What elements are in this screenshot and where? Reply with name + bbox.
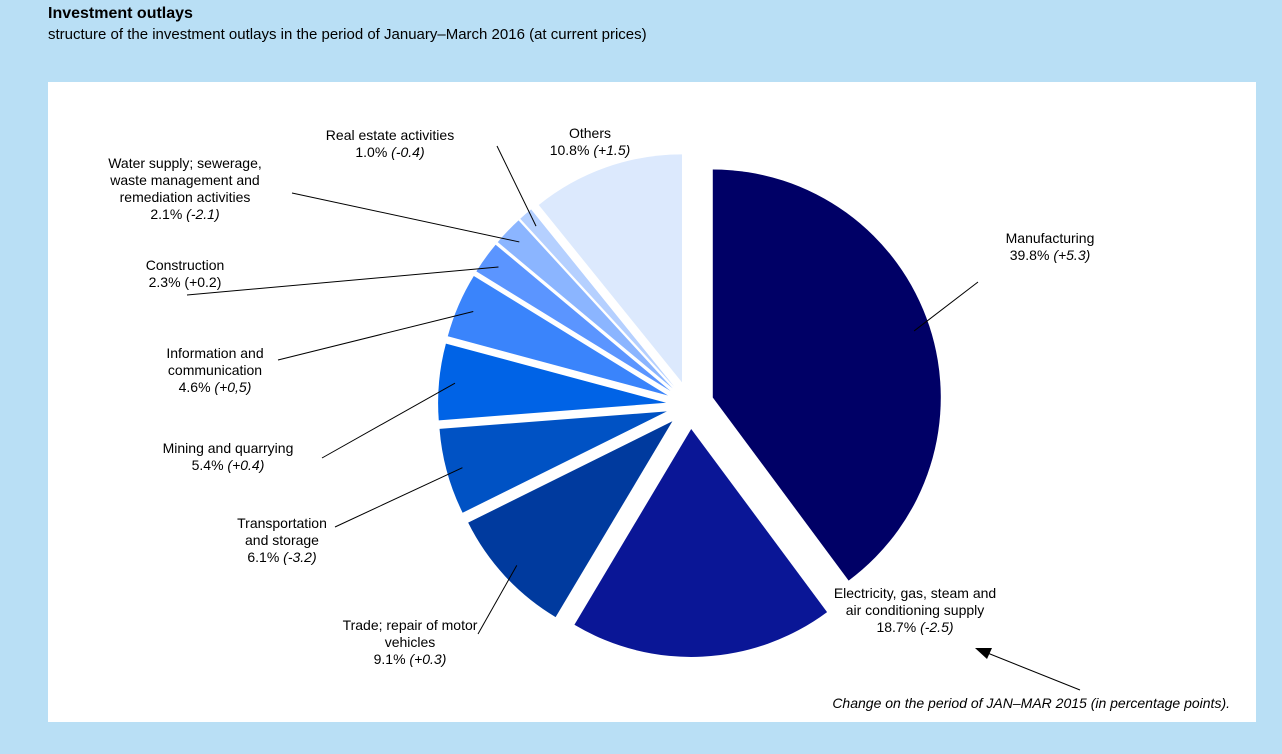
slice-label: Electricity, gas, steam and: [834, 585, 996, 601]
leader-line: [334, 467, 463, 528]
value-label: 10.8% (+1.5): [550, 142, 631, 158]
leader-line: [496, 145, 537, 227]
value-label-pct: 5.4%: [192, 457, 224, 473]
leader-line: [477, 565, 518, 635]
slice-label: waste management and: [109, 172, 259, 188]
value-label: 2.1% (-2.1): [150, 206, 219, 222]
change-label: (+0,5): [214, 379, 251, 395]
slice-label: and storage: [245, 532, 319, 548]
slice-label: Real estate activities: [326, 127, 454, 143]
change-label: (-2.5): [920, 619, 953, 635]
pie-slice: [476, 244, 671, 391]
pie-slice: [520, 209, 675, 387]
pie-slice: [447, 275, 668, 396]
pie-slice: [497, 220, 673, 389]
slice-label: Others: [569, 125, 611, 141]
pie-slice: [468, 421, 673, 618]
value-label-pct: 6.1%: [247, 549, 279, 565]
change-label: (+0.2): [184, 274, 221, 290]
slice-label: remediation activities: [120, 189, 251, 205]
chart-title: Investment outlays: [48, 5, 193, 22]
change-label: (-2.1): [186, 206, 219, 222]
pie-slice: [574, 428, 828, 657]
slice-label: Construction: [146, 257, 225, 273]
value-label-pct: 2.1%: [150, 206, 182, 222]
value-label-pct: 39.8%: [1010, 247, 1050, 263]
leader-line: [277, 311, 474, 361]
change-label: (-0.4): [391, 144, 424, 160]
value-label-pct: 18.7%: [876, 619, 916, 635]
value-label-pct: 9.1%: [374, 651, 406, 667]
change-label: (+0.3): [409, 651, 446, 667]
pie-slice: [439, 411, 667, 513]
value-label-pct: 2.3%: [149, 274, 181, 290]
value-label: 18.7% (-2.5): [876, 619, 953, 635]
pie-slice: [712, 169, 941, 581]
slice-label: Trade; repair of motor: [343, 617, 478, 633]
note-arrow: [984, 651, 1081, 691]
change-label: (-3.2): [283, 549, 316, 565]
value-label-pct: 1.0%: [355, 144, 387, 160]
change-label: (+5.3): [1053, 247, 1090, 263]
pie-slice: [438, 343, 667, 421]
value-label: 9.1% (+0.3): [374, 651, 447, 667]
value-label: 1.0% (-0.4): [355, 144, 424, 160]
slice-label: Transportation: [237, 515, 327, 531]
slice-label: air conditioning supply: [846, 602, 985, 618]
value-label: 39.8% (+5.3): [1010, 247, 1091, 263]
change-label: (+0.4): [227, 457, 264, 473]
value-label: 6.1% (-3.2): [247, 549, 316, 565]
note: Change on the period of JAN–MAR 2015 (in…: [832, 695, 1230, 711]
value-label-pct: 10.8%: [550, 142, 590, 158]
chart-subtitle: structure of the investment outlays in t…: [48, 26, 647, 43]
slice-label: vehicles: [385, 634, 436, 650]
slice-label: Manufacturing: [1006, 230, 1095, 246]
slice-label: Mining and quarrying: [163, 440, 294, 456]
value-label: 4.6% (+0,5): [179, 379, 252, 395]
value-label: 5.4% (+0.4): [192, 457, 265, 473]
leader-line: [913, 281, 979, 332]
slice-label: Information and: [166, 345, 263, 361]
note-arrowhead: [975, 648, 992, 659]
change-label: (+1.5): [593, 142, 630, 158]
value-label: 2.3% (+0.2): [149, 274, 222, 290]
leader-line: [321, 382, 456, 459]
leader-line: [291, 192, 520, 243]
pie-slice: [538, 154, 683, 383]
value-label-pct: 4.6%: [179, 379, 211, 395]
slice-label: Water supply; sewerage,: [108, 155, 262, 171]
leader-line: [186, 266, 499, 296]
slice-label: communication: [168, 362, 262, 378]
